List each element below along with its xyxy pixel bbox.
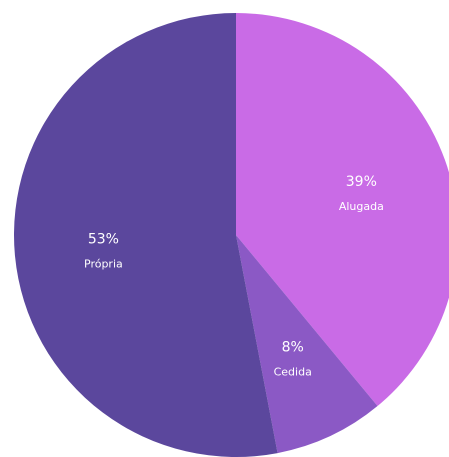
- pie-slice-propria: [14, 12, 278, 457]
- slice-name-label: Cedida: [274, 366, 312, 379]
- slice-percent-label: 39%: [346, 174, 377, 190]
- slice-name-label: Alugada: [339, 200, 384, 213]
- slice-percent-label: 8%: [282, 340, 304, 356]
- slices-layer: [14, 12, 449, 457]
- pie-slice-cedida: [236, 235, 378, 454]
- slice-percent-label: 53%: [88, 232, 119, 248]
- slice-name-label: Própria: [84, 258, 123, 271]
- labels-layer: 39% Alugada 8% Cedida 53% Própria: [84, 174, 384, 379]
- pie-slice-alugada: [236, 13, 449, 407]
